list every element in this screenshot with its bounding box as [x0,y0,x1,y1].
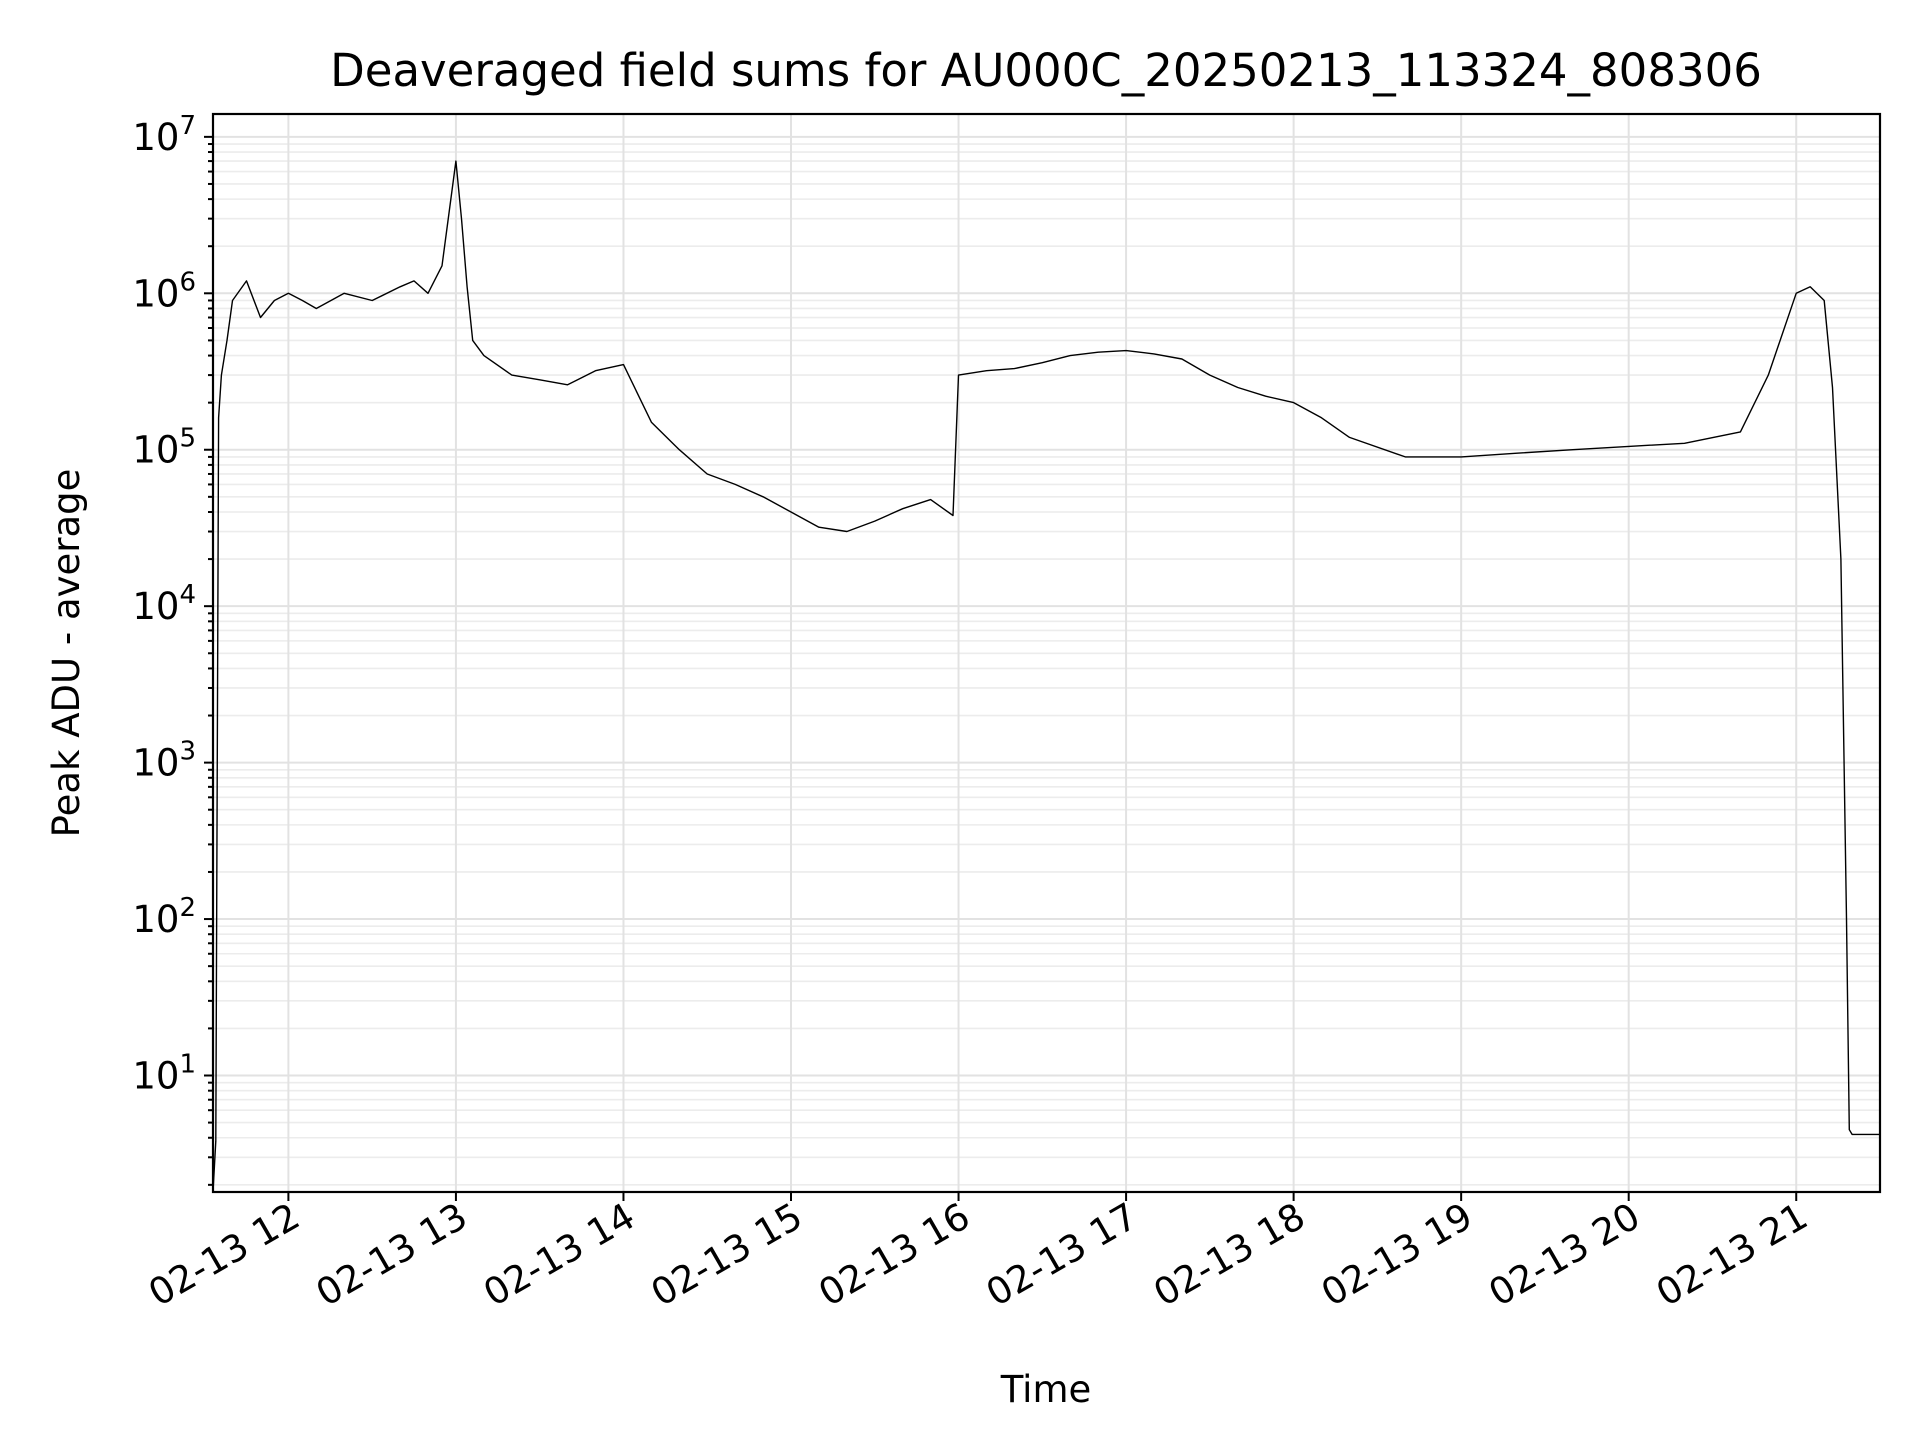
y-tick-exponent: 4 [179,580,196,610]
y-tick-base: 10 [132,585,179,628]
y-tick-label: 101 [132,1049,196,1097]
y-tick-exponent: 1 [179,1049,196,1079]
y-tick-exponent: 2 [179,893,196,923]
y-tick-base: 10 [132,429,179,472]
y-tick-exponent: 7 [179,111,196,141]
y-tick-base: 10 [132,116,179,159]
y-tick-label: 107 [132,111,196,159]
y-tick-base: 10 [132,742,179,785]
y-tick-label: 103 [132,737,196,785]
series-line [212,160,1880,1193]
y-axis-label: Peak ADU - average [45,469,88,838]
grid-lines [213,114,1880,1192]
y-tick-exponent: 3 [179,737,196,767]
y-tick-label: 105 [132,424,196,472]
y-tick-exponent: 5 [179,424,196,454]
x-axis-label: Time [1000,1368,1092,1411]
axis-ticks [204,135,1798,1201]
y-tick-label: 102 [132,893,196,941]
series-layer [212,160,1880,1193]
chart-title: Deaveraged field sums for AU000C_2025021… [330,44,1762,97]
y-tick-base: 10 [132,272,179,315]
y-tick-label: 104 [132,580,196,628]
y-tick-exponent: 6 [179,267,196,297]
y-tick-base: 10 [132,1054,179,1097]
y-tick-base: 10 [132,898,179,941]
y-tick-label: 106 [132,267,196,315]
